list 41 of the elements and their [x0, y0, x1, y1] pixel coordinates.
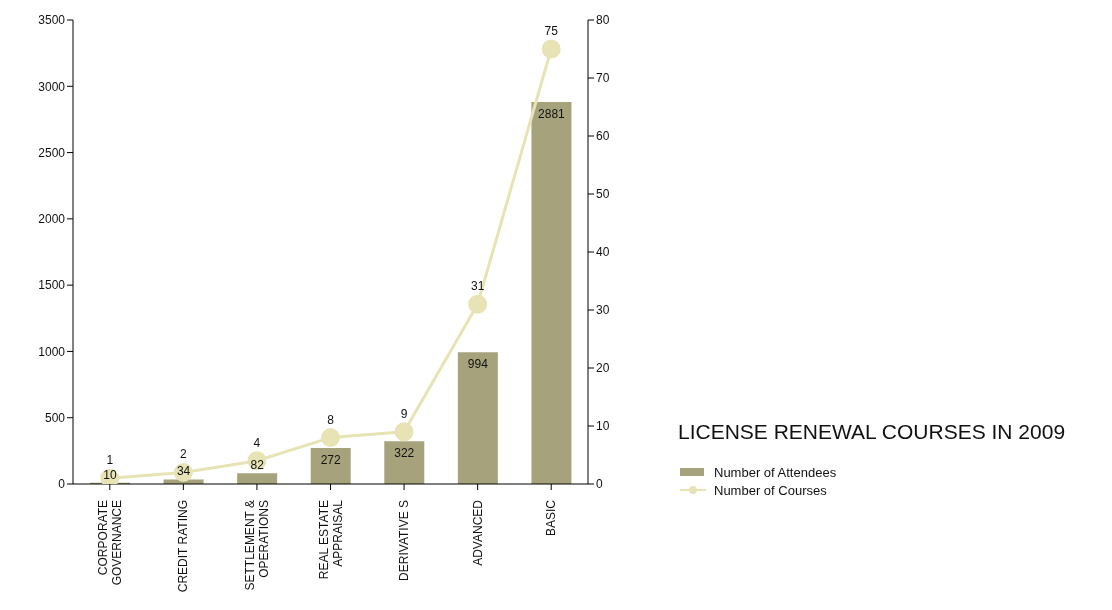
x-tick-label: ADVANCED [470, 499, 485, 566]
x-tick-label: BASIC [544, 499, 559, 537]
y2-tick-label: 80 [596, 13, 610, 28]
data-label: 322 [394, 446, 415, 461]
legend-label: Number of Courses [714, 482, 827, 498]
x-tick-label: REAL ESTATE APPRAISAL [316, 499, 345, 580]
y2-tick-label: 40 [596, 245, 610, 260]
y2-tick-label: 30 [596, 303, 610, 318]
y2-tick-label: 0 [596, 477, 603, 492]
x-tick-label: CREDIT RATING [176, 500, 191, 593]
y-tick-label: 3500 [38, 13, 66, 28]
data-label: 1 [106, 453, 114, 468]
y2-tick-label: 50 [596, 187, 610, 202]
y-tick-label: 1500 [38, 278, 66, 293]
y2-tick-label: 70 [596, 71, 610, 86]
data-label: 34 [176, 464, 191, 479]
data-label: 2881 [538, 107, 566, 122]
y2-tick-label: 10 [596, 419, 610, 434]
data-label: 4 [253, 435, 261, 450]
data-label: 272 [320, 452, 342, 467]
data-label: 75 [544, 24, 559, 38]
data-label: 2 [180, 447, 188, 462]
data-label: 994 [467, 357, 489, 372]
data-label: 10 [103, 467, 117, 482]
data-label: 82 [250, 458, 265, 473]
y2-tick-label: 60 [596, 129, 610, 144]
y2-tick-label: 20 [596, 361, 610, 376]
y-tick-label: 1000 [38, 344, 66, 359]
x-tick-label: DERIVATIVE S [397, 500, 412, 581]
y-tick-label: 3000 [38, 79, 66, 94]
y-tick-label: 2500 [38, 145, 66, 160]
data-label: 8 [327, 412, 335, 427]
data-label: 31 [470, 279, 485, 294]
text: LICENSE RENEWAL COURSES IN 2009 [678, 420, 1066, 444]
y-tick-label: 2000 [38, 212, 66, 227]
x-tick-label: SETTLEMENT & OPERATIONS [242, 500, 271, 591]
y-tick-label: 0 [58, 477, 66, 492]
legend-label: Number of Attendees [714, 464, 837, 480]
data-label: 9 [400, 406, 408, 421]
x-tick-label: CORPORATE GOVERNANCE [95, 500, 124, 586]
y-tick-label: 500 [44, 410, 66, 425]
